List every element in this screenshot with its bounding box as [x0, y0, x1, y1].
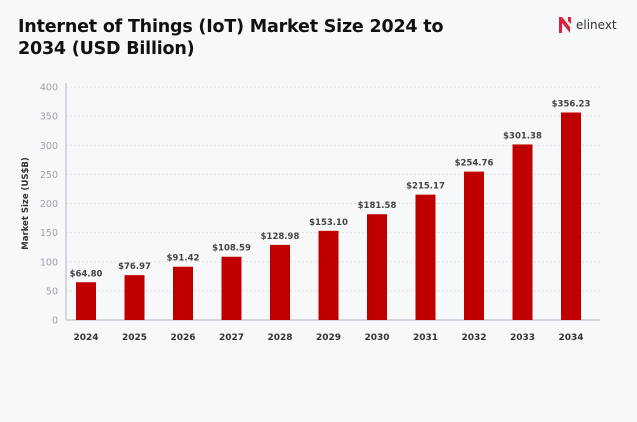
x-tick-label: 2028 — [267, 333, 292, 343]
y-tick-label: 200 — [40, 199, 58, 210]
x-tick-label: 2027 — [219, 333, 244, 343]
y-tick-label: 50 — [46, 286, 58, 297]
y-tick-label: 250 — [40, 170, 58, 181]
data-label: $301.38 — [503, 131, 542, 141]
bar-2034 — [561, 112, 581, 320]
data-label: $76.97 — [118, 262, 151, 272]
y-tick-label: 100 — [40, 257, 58, 268]
x-tick-label: 2034 — [558, 333, 583, 343]
bar-2029 — [318, 230, 339, 320]
data-label: $108.59 — [212, 244, 251, 254]
x-tick-label: 2026 — [170, 333, 195, 343]
bar-2027 — [221, 256, 242, 320]
x-tick-label: 2033 — [510, 333, 535, 343]
y-tick-label: 300 — [40, 141, 58, 152]
x-tick-label: 2029 — [316, 333, 341, 343]
data-label: $91.42 — [167, 254, 200, 264]
x-tick-label: 2030 — [364, 333, 389, 343]
bar-2032 — [464, 171, 484, 320]
bar-2033 — [512, 144, 533, 320]
x-tick-label: 2031 — [413, 333, 438, 343]
y-axis-label: Market Size (US$B) — [21, 157, 31, 250]
data-label: $181.58 — [358, 201, 397, 211]
data-label: $128.98 — [261, 232, 300, 242]
bar-2030 — [367, 214, 387, 320]
elinext-logo-text: elinext — [576, 18, 617, 32]
elinext-logo: elinext — [558, 16, 617, 34]
y-tick-label: 150 — [40, 228, 58, 239]
data-label: $254.76 — [455, 159, 494, 169]
x-tick-label: 2032 — [461, 333, 486, 343]
data-label: $356.23 — [552, 99, 591, 109]
chart-title: Internet of Things (IoT) Market Size 202… — [18, 17, 444, 59]
y-tick-label: 0 — [52, 316, 58, 327]
y-tick-label: 350 — [40, 112, 58, 123]
x-tick-label: 2025 — [122, 333, 147, 343]
data-label: $215.17 — [406, 182, 445, 192]
bar-2024 — [76, 282, 96, 320]
data-label: $153.10 — [309, 218, 348, 228]
bar-2026 — [173, 266, 193, 320]
data-label: $64.80 — [70, 269, 103, 279]
x-tick-label: 2024 — [73, 333, 98, 343]
bar-2025 — [124, 275, 145, 320]
elinext-logo-icon — [559, 17, 571, 33]
bar-2031 — [415, 194, 436, 320]
y-tick-label: 400 — [40, 83, 58, 94]
bar-2028 — [270, 244, 290, 320]
